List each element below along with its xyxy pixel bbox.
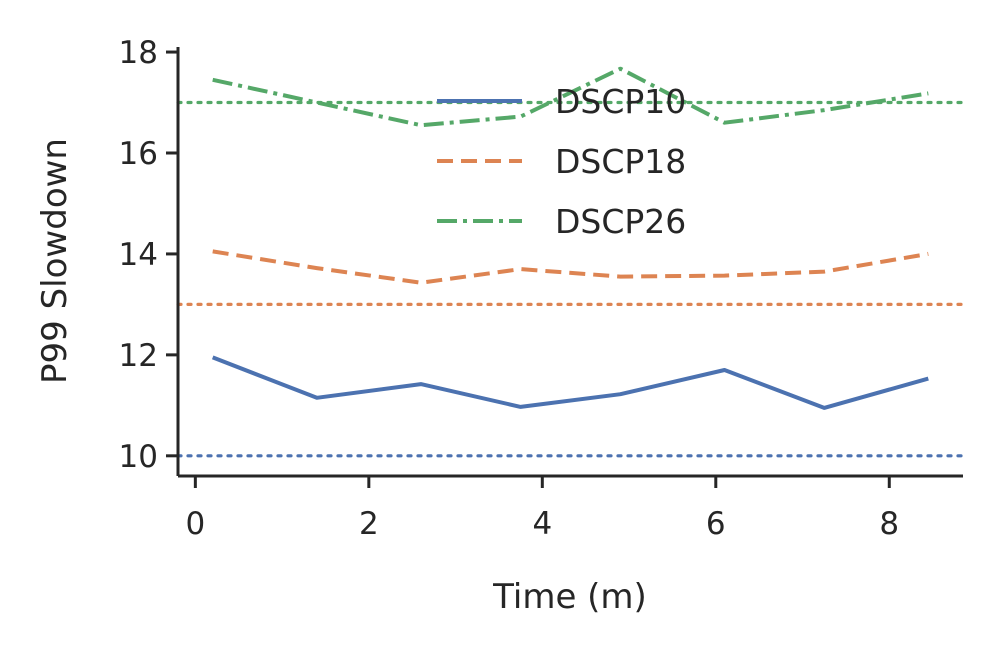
legend: DSCP10 DSCP18 DSCP26 [437, 82, 686, 241]
x-tick-label: 8 [879, 506, 899, 542]
x-axis-title: Time (m) [492, 577, 647, 617]
legend-label-dscp10: DSCP10 [555, 82, 686, 121]
y-tick-label: 18 [119, 35, 158, 71]
x-tick-label: 2 [359, 506, 379, 542]
series-line-dscp26 [212, 66, 929, 128]
legend-label-dscp26: DSCP26 [555, 202, 686, 241]
series-line-dscp18 [212, 249, 929, 285]
legend-label-dscp18: DSCP18 [555, 142, 686, 181]
x-tick-label: 4 [532, 506, 552, 542]
x-tick-label: 6 [706, 506, 726, 542]
y-tick-label: 10 [119, 439, 158, 475]
x-tick-label: 0 [185, 506, 205, 542]
series-line-dscp10 [211, 355, 929, 410]
y-tick-label: 16 [119, 136, 158, 172]
axes [176, 47, 963, 478]
y-axis-title: P99 Slowdown [35, 138, 75, 384]
y-tick-label: 12 [119, 338, 158, 374]
series-lines [211, 66, 929, 410]
y-ticks: 10 12 14 16 18 [119, 35, 178, 475]
x-ticks: 0 2 4 6 8 [185, 476, 899, 542]
y-tick-label: 14 [119, 237, 158, 273]
